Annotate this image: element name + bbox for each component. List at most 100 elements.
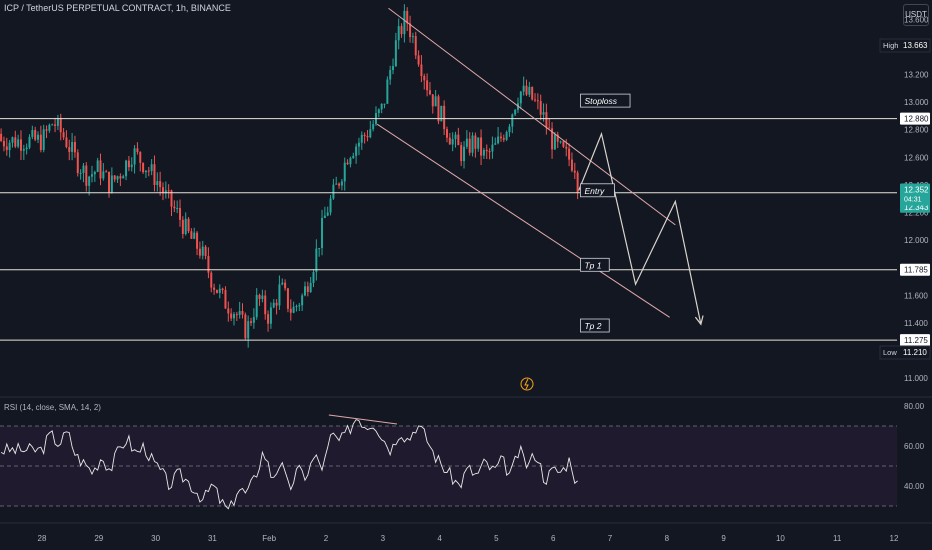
candle-body [210, 272, 213, 288]
candle-body [514, 109, 517, 115]
candle-body [443, 105, 446, 130]
candle-body [65, 137, 68, 148]
candle-body [539, 100, 542, 115]
candle-body [5, 146, 8, 151]
candle-body [397, 26, 400, 41]
candle-body [448, 137, 451, 145]
lightning-icon-ring [520, 377, 534, 391]
candle-body [477, 137, 480, 149]
candle-body [54, 124, 57, 126]
time-tick-label: 5 [494, 534, 499, 543]
candle-body [102, 171, 105, 179]
candle-body [389, 70, 392, 80]
candle-body [303, 286, 306, 296]
candle-body [190, 231, 193, 239]
candle-body [457, 134, 460, 146]
candle-body [227, 308, 230, 314]
price-tick-label: 12.200 [904, 208, 929, 217]
candle-body [534, 99, 537, 101]
candle-body [133, 148, 136, 165]
candle-body [573, 170, 576, 173]
candle-body [437, 96, 440, 122]
candle-body [431, 94, 434, 107]
candle-body [164, 190, 167, 194]
candle-body [536, 100, 539, 102]
candle-body [156, 181, 159, 185]
price-tick-label: 12.800 [904, 126, 929, 135]
candle-body [417, 55, 420, 65]
candle-body [173, 206, 176, 209]
candle-body [230, 313, 233, 319]
annotation-text: Tp 2 [584, 321, 601, 331]
chart-title: ICP / TetherUS PERPETUAL CONTRACT, 1h, B… [4, 3, 231, 13]
candle-body [142, 162, 145, 173]
candle-body [125, 160, 128, 177]
candle-body [34, 130, 37, 140]
candle-body [241, 311, 244, 315]
currency-button[interactable]: USDT [903, 4, 929, 26]
candle-body [553, 134, 556, 150]
candle-body [559, 141, 562, 143]
candle-body [525, 85, 528, 95]
annotation-label: Stoploss [580, 93, 631, 108]
high-marker [879, 38, 931, 53]
annotation-box [580, 183, 615, 198]
level-price-badge [900, 112, 930, 125]
bar-countdown-label: 04:31 [904, 197, 922, 204]
candle-body [329, 198, 332, 213]
time-tick-label: 4 [437, 534, 442, 543]
candle-body [499, 136, 502, 139]
candle-body [420, 64, 423, 77]
candle-body [363, 134, 366, 136]
candle-body [440, 105, 443, 122]
candle-body [250, 321, 253, 323]
candle-body [531, 86, 534, 100]
time-tick-label: 12 [890, 534, 899, 543]
candle-body [48, 124, 51, 131]
candle-body [482, 149, 485, 156]
candle-body [394, 40, 397, 67]
time-tick-label: 6 [551, 534, 556, 543]
candle-body [505, 132, 508, 140]
candle-body [167, 190, 170, 192]
time-tick-label: 3 [381, 534, 386, 543]
candle-body [144, 170, 147, 173]
candle-body [522, 85, 525, 92]
level-price-badge [900, 334, 930, 347]
time-tick-label: 30 [151, 534, 160, 543]
channel-upper-line [388, 7, 676, 226]
candle-body [139, 151, 142, 163]
time-tick-label: 11 [833, 534, 842, 543]
candle-body [244, 314, 247, 339]
lightning-icon [520, 377, 534, 391]
candle-body [383, 103, 386, 105]
candle-body [0, 133, 3, 141]
candle-body [90, 174, 93, 177]
candle-body [136, 148, 139, 152]
candle-body [445, 129, 448, 138]
candle-body [76, 152, 79, 174]
rsi-title: RSI (14, close, SMA, 14, 2) [4, 403, 101, 412]
candle-body [414, 36, 417, 56]
annotation-text: Tp 1 [584, 260, 601, 270]
candle-body [37, 134, 40, 140]
candle-body [14, 137, 17, 147]
candle-body [264, 295, 267, 315]
candle-body [150, 164, 153, 172]
candle-body [198, 248, 201, 256]
lightning-icon-bolt [524, 378, 529, 390]
candle-body [176, 208, 179, 210]
candle-body [275, 302, 278, 306]
candle-body [108, 171, 111, 193]
rsi-tick-label: 80.00 [904, 402, 925, 411]
candle-body [284, 282, 287, 289]
candle-body [218, 288, 221, 293]
candle-body [88, 176, 91, 186]
candle-body [428, 90, 431, 95]
candle-body [258, 294, 261, 300]
candle-body [235, 314, 238, 316]
candle-body [565, 146, 568, 149]
current-price-badge [900, 183, 930, 206]
annotation-text: Stoploss [584, 96, 617, 106]
